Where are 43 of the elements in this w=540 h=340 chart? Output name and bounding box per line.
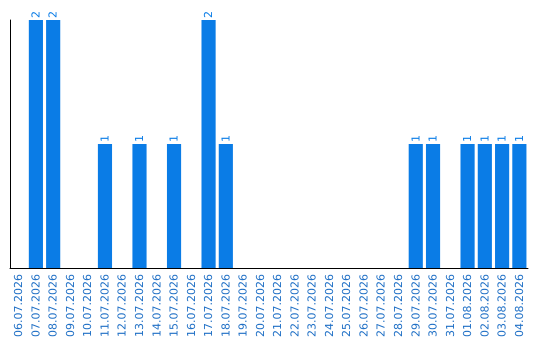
- x-tick-label: 21.07.2026: [271, 274, 284, 338]
- x-tick-label: 13.07.2026: [133, 274, 146, 338]
- x-tick-label: 30.07.2026: [426, 274, 440, 338]
- x-tick-label: 11.07.2026: [98, 274, 112, 338]
- x-tick-label: 09.07.2026: [64, 274, 77, 338]
- x-tick-label: 18.07.2026: [219, 274, 232, 338]
- x-tick-label: 26.07.2026: [357, 274, 370, 338]
- x-tick-label: 15.07.2026: [168, 274, 181, 338]
- x-tick-label: 04.08.2026: [512, 274, 526, 338]
- x-tick-label: 23.07.2026: [306, 274, 319, 338]
- data-label: 2: [29, 11, 42, 18]
- data-label: 2: [202, 11, 216, 18]
- x-tick-label: 19.07.2026: [236, 274, 250, 338]
- x-tick-label: 14.07.2026: [150, 274, 164, 338]
- x-tick-label: 24.07.2026: [322, 274, 336, 338]
- x-tick-label: 27.07.2026: [374, 274, 388, 338]
- x-tick-label: 29.07.2026: [409, 274, 422, 338]
- data-label: 1: [478, 135, 492, 142]
- x-tick-label: 06.07.2026: [12, 274, 26, 338]
- x-tick-label: 28.07.2026: [392, 274, 405, 338]
- x-tick-label: 12.07.2026: [116, 274, 129, 338]
- data-label: 1: [496, 135, 509, 142]
- data-label: 1: [426, 135, 440, 142]
- x-tick-label: 20.07.2026: [254, 274, 267, 338]
- data-label: 1: [98, 135, 112, 142]
- x-tick-label: 08.07.2026: [46, 274, 60, 338]
- x-tick-label: 02.08.2026: [478, 274, 492, 338]
- data-label: 1: [409, 135, 422, 142]
- data-label: 1: [461, 135, 474, 142]
- x-tick-label: 22.07.2026: [288, 274, 302, 338]
- x-tick-label: 17.07.2026: [202, 274, 216, 338]
- data-label: 1: [168, 135, 181, 142]
- x-tick-label: 01.08.2026: [461, 274, 474, 338]
- x-tick-label: 31.07.2026: [444, 274, 457, 338]
- data-label: 2: [46, 11, 60, 18]
- data-label: 1: [133, 135, 146, 142]
- x-tick-label: 25.07.2026: [340, 274, 354, 338]
- data-label: 1: [512, 135, 526, 142]
- data-label: 1: [219, 135, 232, 142]
- x-tick-label: 10.07.2026: [81, 274, 94, 338]
- x-tick-label: 03.08.2026: [496, 274, 509, 338]
- x-tick-label: 07.07.2026: [29, 274, 42, 338]
- x-tick-label: 16.07.2026: [184, 274, 198, 338]
